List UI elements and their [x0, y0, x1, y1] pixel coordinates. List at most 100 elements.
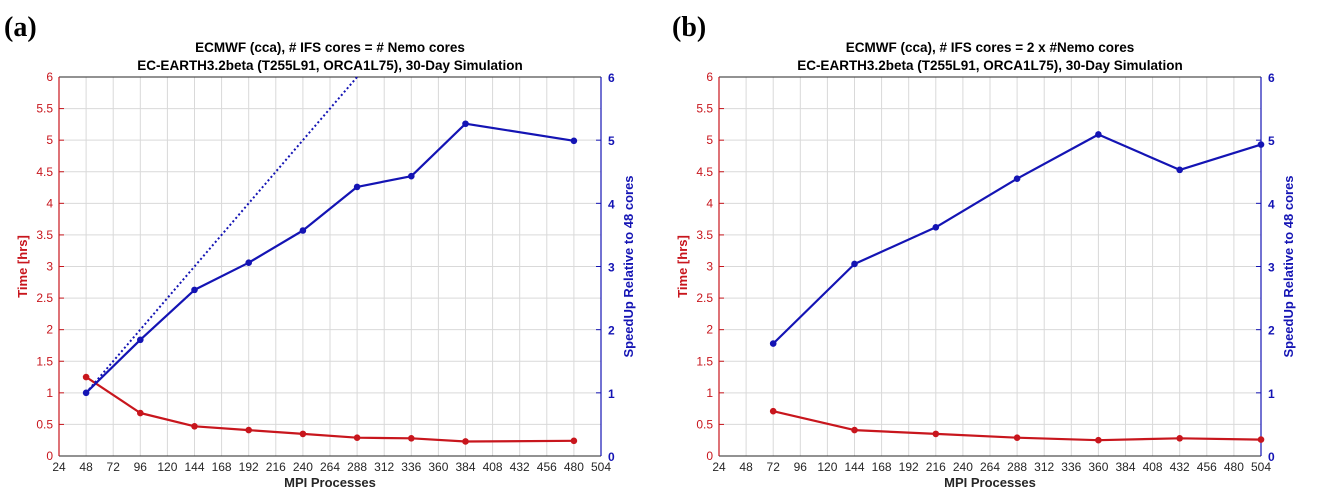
y-left-tick-label: 2.5 [36, 291, 53, 305]
y-right-tick-label: 5 [608, 134, 615, 148]
y-left-tick-label: 5 [706, 133, 713, 147]
y-axis-left-label: Time [hrs] [15, 235, 30, 298]
speedup-data-point [137, 336, 144, 344]
speedup-data-point [1095, 131, 1102, 138]
x-tick-label: 240 [953, 460, 973, 474]
speedup-data-point [1176, 166, 1183, 174]
speedup-data-point [245, 259, 252, 267]
time-data-point [1095, 436, 1102, 444]
y-left-tick-label: 0 [706, 449, 713, 463]
time-data-point [1013, 434, 1021, 441]
y-right-tick-label: 0 [1268, 450, 1275, 464]
time-data-point [462, 438, 469, 445]
y-left-tick-label: 1 [706, 386, 713, 400]
speedup-data-point [462, 120, 469, 128]
chart-title: ECMWF (cca), # IFS cores = 2 x #Nemo cor… [846, 40, 1134, 55]
y-right-tick-label: 4 [1268, 197, 1275, 211]
x-tick-label: 96 [134, 460, 148, 474]
x-tick-label: 312 [374, 460, 394, 474]
y-left-tick-label: 1 [46, 386, 53, 400]
y-left-tick-label: 3.5 [696, 228, 713, 242]
x-tick-label: 456 [1197, 460, 1217, 474]
y-right-tick-label: 2 [1268, 324, 1275, 338]
x-tick-label: 336 [401, 460, 421, 474]
speedup-data-point [353, 183, 361, 191]
y-left-tick-label: 2.5 [696, 291, 713, 305]
x-tick-label: 192 [899, 460, 919, 474]
time-data-point [245, 426, 252, 434]
x-tick-label: 168 [872, 460, 892, 474]
time-data-point [82, 373, 90, 381]
y-axis-right-label: SpeedUp Relative to 48 cores [1281, 175, 1296, 357]
y-right-tick-label: 6 [1268, 71, 1275, 85]
y-left-tick-label: 4.5 [36, 165, 53, 179]
x-tick-label: 288 [347, 460, 367, 474]
y-left-tick-label: 1.5 [36, 354, 53, 368]
speedup-data-point [299, 227, 307, 234]
time-data-point [137, 409, 144, 417]
y-left-tick-label: 4 [706, 196, 713, 210]
speedup-data-point [570, 137, 578, 145]
chart-subtitle: EC-EARTH3.2beta (T255L91, ORCA1L75), 30-… [797, 58, 1183, 73]
y-right-tick-label: 1 [608, 387, 615, 401]
speedup-data-point [932, 224, 940, 231]
time-data-point [353, 434, 361, 441]
x-tick-label: 144 [844, 460, 864, 474]
x-tick-label: 48 [739, 460, 753, 474]
x-tick-label: 192 [239, 460, 259, 474]
x-tick-label: 504 [1251, 460, 1271, 474]
x-axis-label: MPI Processes [944, 475, 1036, 490]
chart-title: ECMWF (cca), # IFS cores = # Nemo cores [195, 40, 465, 55]
x-tick-label: 504 [591, 460, 611, 474]
time-data-point [851, 426, 858, 434]
y-left-tick-label: 4.5 [696, 165, 713, 179]
speedup-data-point [1013, 175, 1021, 182]
panel-label: (a) [4, 12, 37, 43]
x-tick-label: 384 [455, 460, 475, 474]
y-right-tick-label: 3 [608, 261, 615, 275]
x-tick-label: 312 [1034, 460, 1054, 474]
x-tick-label: 480 [1224, 460, 1244, 474]
speedup-data-point [851, 260, 858, 268]
y-right-tick-label: 3 [1268, 261, 1275, 275]
chart-subtitle: EC-EARTH3.2beta (T255L91, ORCA1L75), 30-… [137, 58, 523, 73]
x-tick-label: 432 [510, 460, 530, 474]
y-left-tick-label: 3 [706, 260, 713, 274]
y-left-tick-label: 5.5 [36, 102, 53, 116]
y-left-tick-label: 0.5 [36, 417, 53, 431]
x-tick-label: 216 [926, 460, 946, 474]
x-tick-label: 456 [537, 460, 557, 474]
x-tick-label: 264 [320, 460, 340, 474]
x-tick-label: 144 [184, 460, 204, 474]
x-tick-label: 480 [564, 460, 584, 474]
x-tick-label: 168 [212, 460, 232, 474]
x-tick-label: 120 [817, 460, 837, 474]
time-data-point [408, 435, 415, 442]
x-tick-label: 240 [293, 460, 313, 474]
speedup-data-point [408, 172, 415, 180]
x-tick-label: 360 [428, 460, 448, 474]
speedup-data-point [1257, 141, 1265, 148]
x-tick-label: 384 [1115, 460, 1135, 474]
x-tick-label: 48 [79, 460, 93, 474]
time-data-point [932, 430, 940, 438]
y-left-tick-label: 6 [706, 70, 713, 84]
speedup-data-point [191, 286, 198, 294]
x-tick-label: 120 [157, 460, 177, 474]
chart-panel-a: 24 48 72 96 120 144 168 192 216 240 264 288 312 336 36… [4, 12, 636, 490]
y-left-tick-label: 5 [46, 133, 53, 147]
x-tick-label: 288 [1007, 460, 1027, 474]
x-tick-label: 360 [1088, 460, 1108, 474]
speedup-data-point [82, 389, 90, 397]
panel-label: (b) [672, 12, 706, 43]
y-right-tick-label: 6 [608, 71, 615, 85]
x-tick-label: 72 [107, 460, 121, 474]
time-data-point [1257, 436, 1265, 443]
y-left-tick-label: 1.5 [696, 354, 713, 368]
x-axis-label: MPI Processes [284, 475, 376, 490]
x-tick-label: 264 [980, 460, 1000, 474]
x-tick-label: 408 [483, 460, 503, 474]
speedup-data-point [769, 340, 777, 347]
time-data-point [191, 423, 198, 430]
